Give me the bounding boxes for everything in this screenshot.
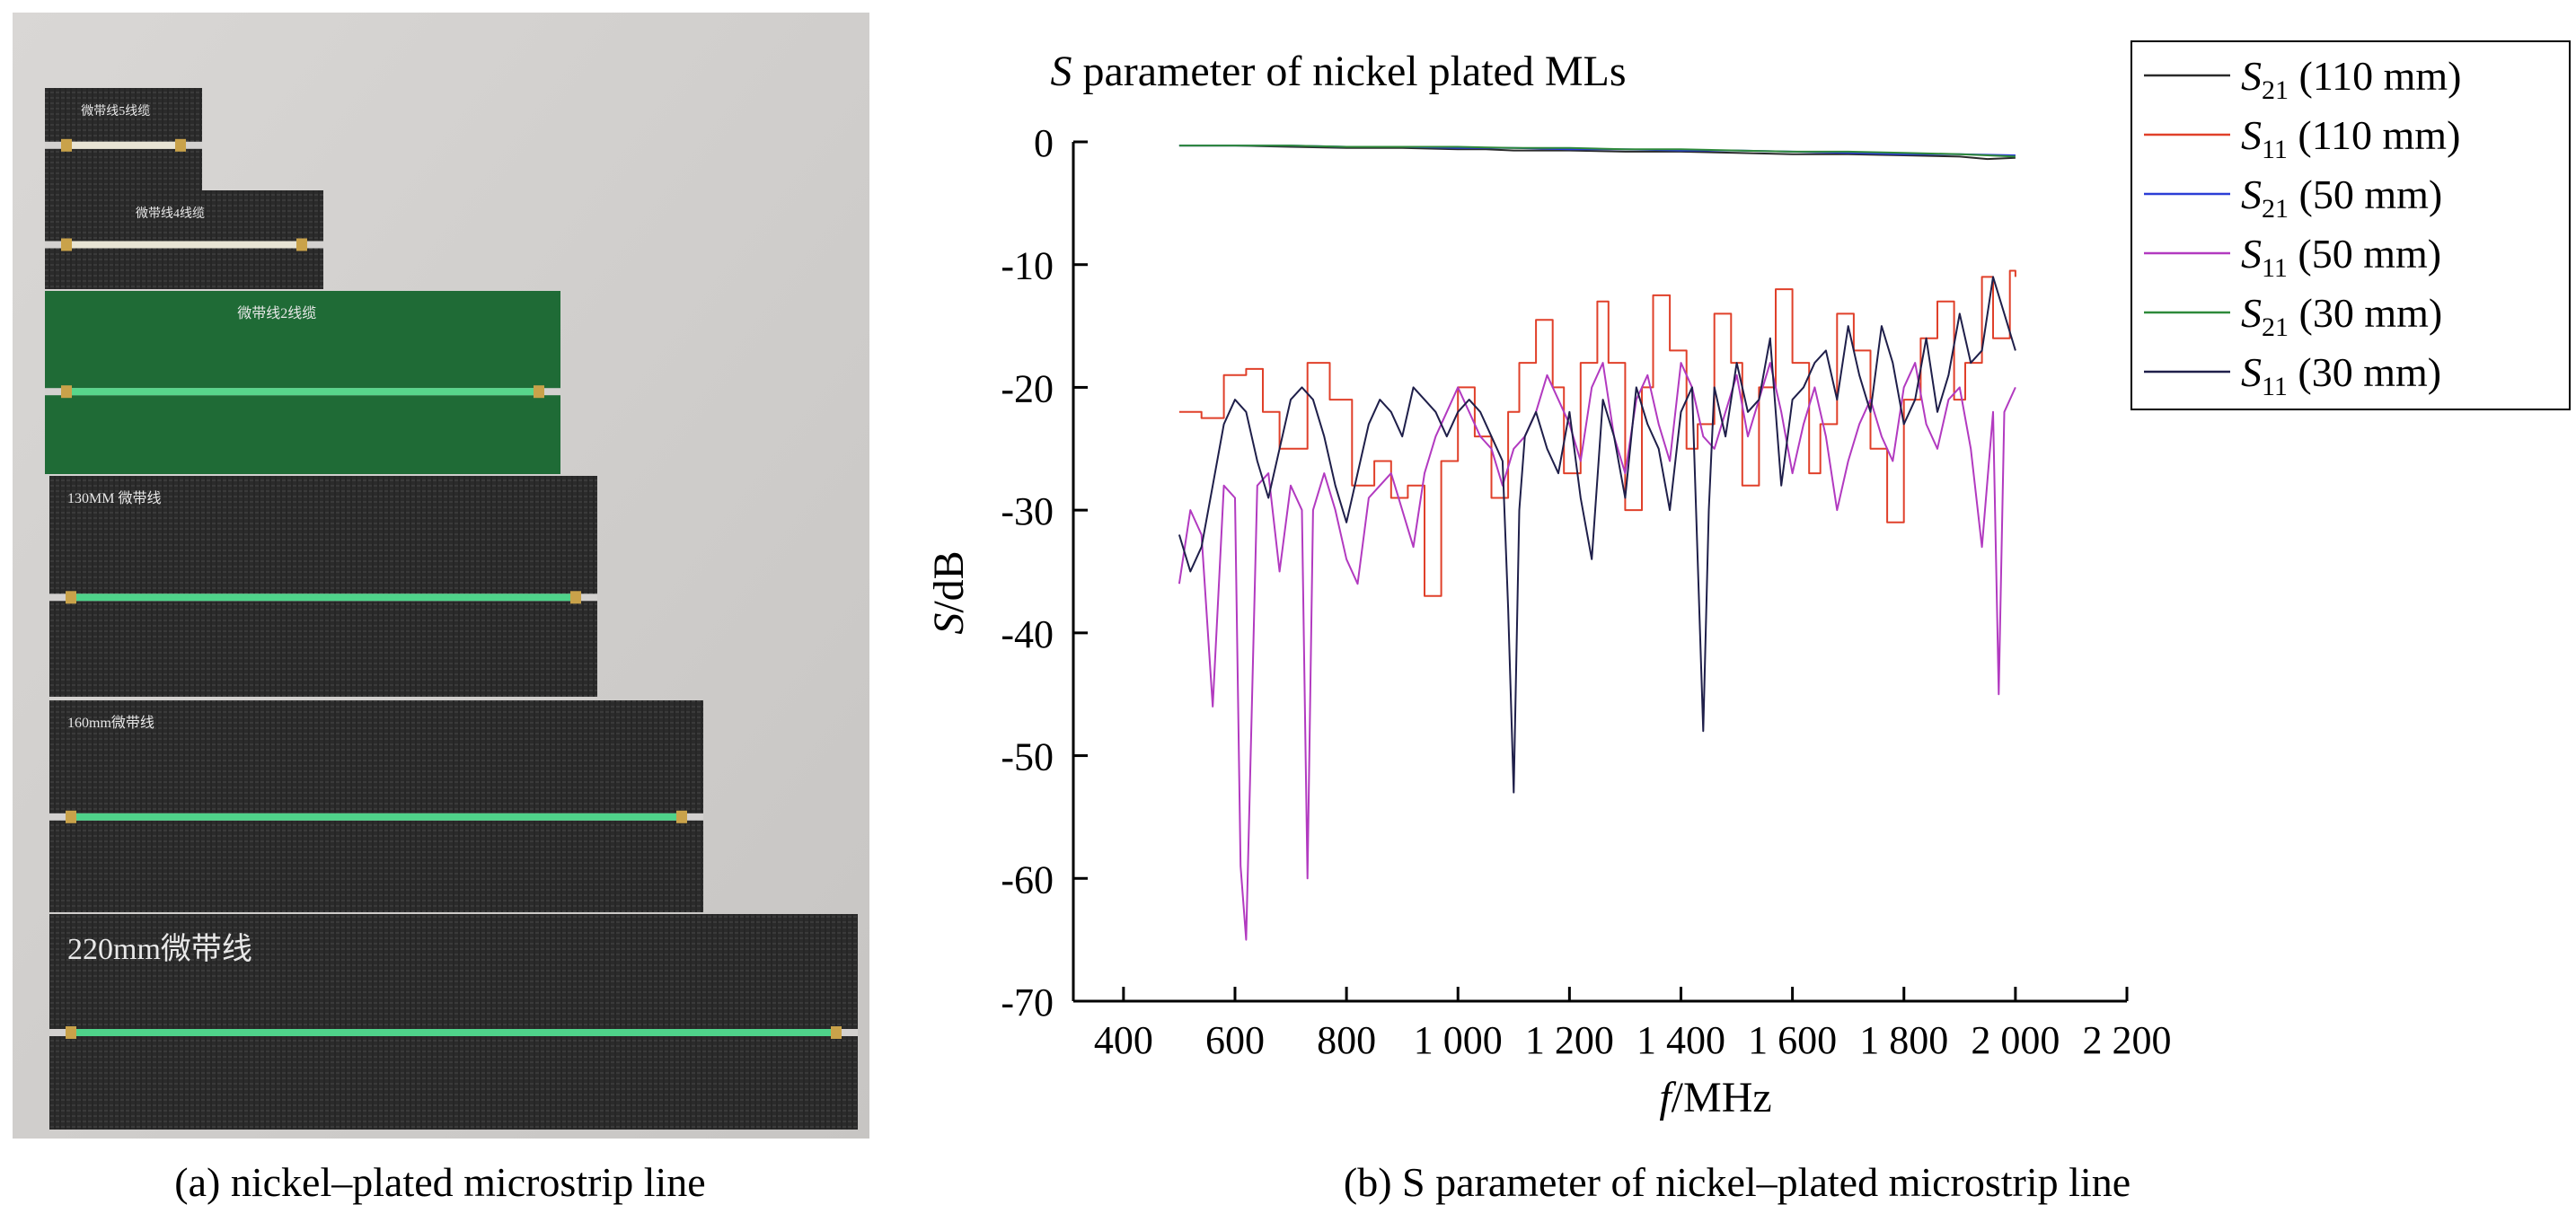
connector-pad-right [831, 1026, 842, 1039]
series-lines [1178, 145, 2016, 941]
y-tick-label: 0 [1034, 121, 1054, 165]
legend-label: S21 (110 mm) [2241, 53, 2462, 105]
legend-label: S11 (50 mm) [2241, 231, 2441, 283]
microstrip-sample-6: 220mm微带线 [49, 914, 858, 1130]
signal-trace [70, 141, 177, 149]
y-tick-label: -50 [1001, 735, 1054, 779]
microstrip-sample-1: 微带线5线缆 [45, 88, 202, 192]
x-tick-label: 1 000 [1414, 1018, 1503, 1062]
substrate-board [49, 476, 597, 697]
sample-label: 160mm微带线 [67, 715, 154, 731]
chart-title: S parameter of nickel plated MLs [1050, 48, 1626, 95]
x-tick-label: 1 800 [1859, 1018, 1948, 1062]
sample-label: 130MM 微带线 [67, 490, 161, 506]
photo-caption: (a) nickel–plated microstrip line [174, 1159, 706, 1205]
x-axis-label: f/MHz [1659, 1074, 1771, 1121]
legend-entry: S21 (30 mm) [2144, 290, 2442, 342]
connector-pad-left [66, 591, 76, 604]
y-tick-label: -20 [1001, 366, 1054, 410]
substrate-board [45, 291, 560, 474]
microstrip-sample-3: 微带线2线缆 [45, 291, 560, 474]
x-tick-label: 1 200 [1525, 1018, 1614, 1062]
y-tick-label: -40 [1001, 612, 1054, 656]
connector-pad-right [570, 591, 581, 604]
legend-entry: S21 (50 mm) [2144, 171, 2442, 224]
legend-entry: S11 (110 mm) [2144, 112, 2460, 164]
y-tick-label: -70 [1001, 980, 1054, 1024]
sample-label: 微带线5线缆 [81, 104, 150, 119]
legend-label: S21 (30 mm) [2241, 290, 2442, 342]
sample-label: 微带线4线缆 [136, 207, 205, 221]
connector-pad-left [61, 238, 72, 251]
signal-trace [75, 1029, 833, 1036]
y-tick-label: -60 [1001, 857, 1054, 901]
signal-trace [75, 594, 572, 602]
y-tick-label: -10 [1001, 244, 1054, 288]
connector-pad-right [296, 238, 307, 251]
legend-label: S21 (50 mm) [2241, 171, 2442, 224]
sample-label: 微带线2线缆 [237, 305, 316, 321]
chart-panel: 0 -10 -20 -30 -40 -50 -60 -70 400 600 800 1 000 1 20… [898, 0, 2576, 1227]
legend-label: S11 (30 mm) [2241, 349, 2441, 401]
substrate-board [45, 190, 323, 289]
series-line-S11-2 [1178, 269, 2016, 597]
chart-title-italic: S [1050, 48, 1072, 95]
x-tick-label: 800 [1317, 1018, 1376, 1062]
axes: 0 -10 -20 -30 -40 -50 -60 -70 400 600 800 1 000 1 20… [1001, 121, 2171, 1062]
photo-panel: 微带线5线缆微带线4线缆微带线2线缆 130MM 微带线 160mm微带线 220mm… [0, 0, 880, 1227]
substrate-board [49, 914, 858, 1130]
signal-trace [70, 241, 298, 249]
s-parameter-chart: 0 -10 -20 -30 -40 -50 -60 -70 400 600 800 1 000 1 20… [925, 40, 2571, 1121]
legend-entry: S11 (50 mm) [2144, 231, 2441, 283]
x-tick-label: 2 000 [1971, 1018, 2060, 1062]
series-line-S21-1 [1178, 145, 2016, 161]
y-axis-label: S/dB [925, 550, 973, 634]
legend-entry: S21 (110 mm) [2144, 53, 2462, 105]
connector-pad-right [534, 385, 544, 399]
connector-pad-left [66, 1026, 76, 1039]
substrate-board [49, 700, 703, 912]
series-line-S21-5 [1178, 145, 2016, 158]
sample-label: 220mm微带线 [67, 932, 252, 966]
signal-trace [70, 388, 535, 396]
chart-title-rest: parameter of nickel plated MLs [1072, 48, 1626, 95]
connector-pad-left [66, 810, 76, 823]
legend-label: S11 (110 mm) [2241, 112, 2460, 164]
microstrip-sample-5: 160mm微带线 [49, 700, 703, 912]
series-line-S11-4 [1178, 362, 2016, 941]
x-tick-label: 400 [1094, 1018, 1153, 1062]
signal-trace [75, 813, 678, 821]
microstrip-sample-4: 130MM 微带线 [49, 476, 597, 697]
connector-pad-right [676, 810, 687, 823]
chart-caption: (b) S parameter of nickel–plated microst… [1343, 1159, 2131, 1205]
series-line-S11-6 [1178, 276, 2016, 794]
connector-pad-right [175, 138, 186, 152]
x-tick-label: 1 600 [1748, 1018, 1837, 1062]
x-tick-label: 600 [1205, 1018, 1265, 1062]
y-tick-label: -30 [1001, 489, 1054, 533]
legend: S21 (110 mm) S11 (110 mm) S21 (50 mm) S11 (… [2130, 40, 2571, 410]
x-tick-label: 2 200 [2083, 1018, 2172, 1062]
microstrip-sample-2: 微带线4线缆 [45, 190, 323, 289]
connector-pad-left [61, 385, 72, 399]
connector-pad-left [61, 138, 72, 152]
legend-entry: S11 (30 mm) [2144, 349, 2441, 401]
legend-box [2130, 40, 2571, 410]
x-tick-label: 1 400 [1636, 1018, 1725, 1062]
